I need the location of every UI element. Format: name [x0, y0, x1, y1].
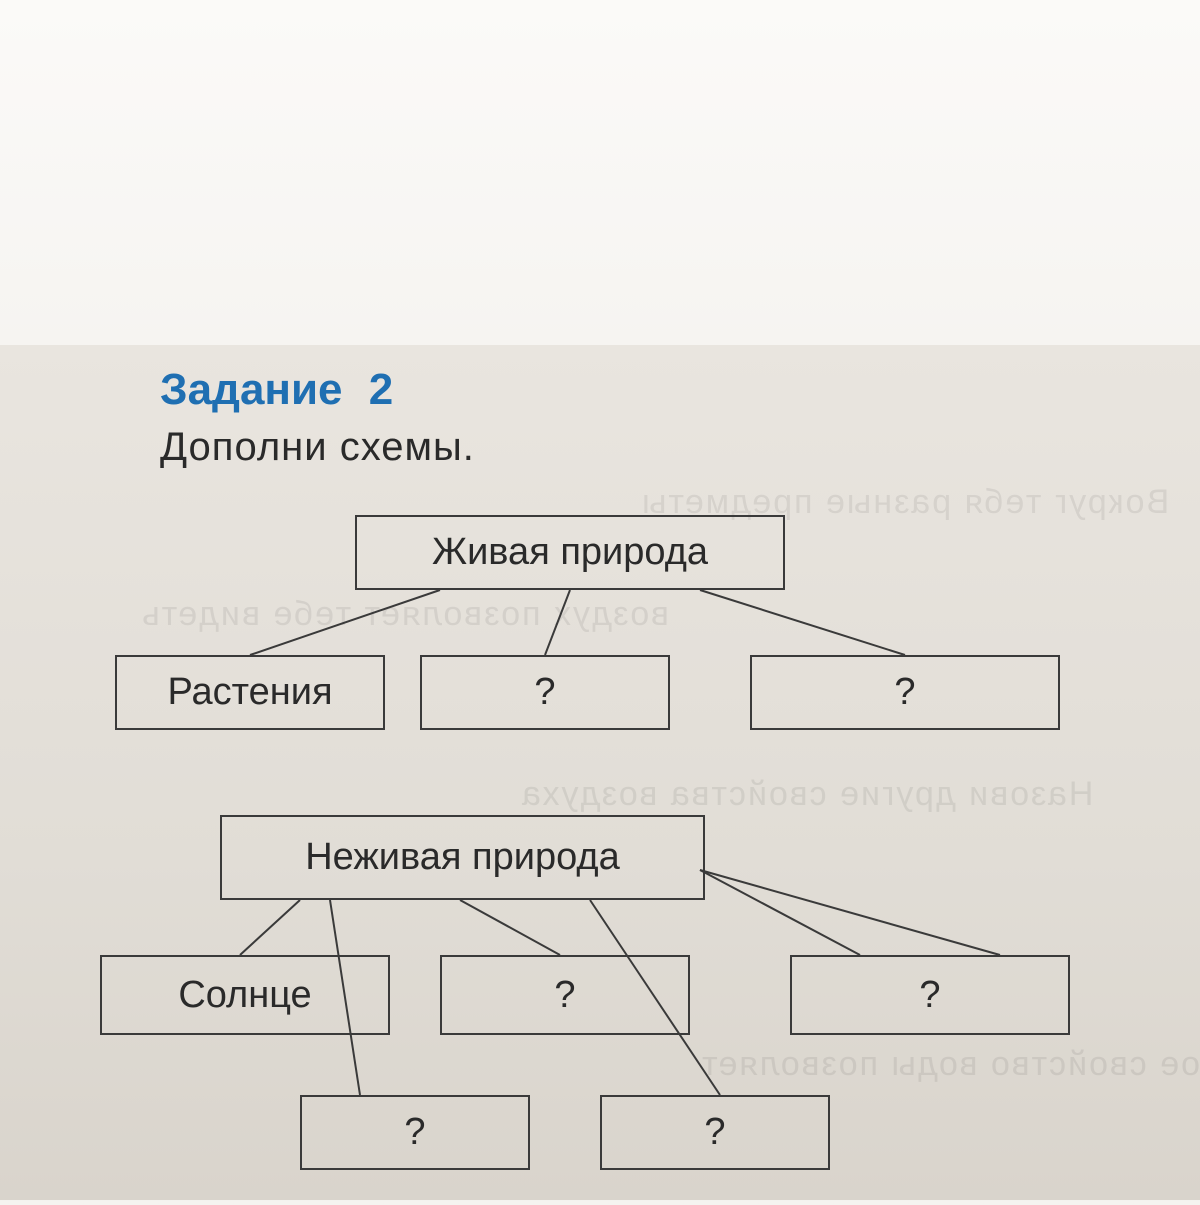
blank-overlay-sheet	[0, 0, 1200, 345]
scheme2-row2-box[interactable]: ?	[600, 1095, 830, 1170]
ghost-text: воздух позволяет тебе видеть	[140, 595, 669, 634]
scheme2-row2-box[interactable]: ?	[300, 1095, 530, 1170]
scheme2-row1-label: Солнце	[178, 974, 311, 1017]
scheme1-child-box: Растения	[115, 655, 385, 730]
scheme1-child-label: ?	[534, 671, 555, 714]
scheme1-child-box[interactable]: ?	[420, 655, 670, 730]
ghost-text: Назови другие свойства воздуха	[520, 775, 1093, 814]
scheme2-row2-label: ?	[704, 1111, 725, 1154]
task-subtitle: Дополни схемы.	[160, 425, 475, 470]
scheme2-row1-box: Солнце	[100, 955, 390, 1035]
task-title-number: 2	[369, 365, 393, 414]
scheme2-row1-box[interactable]: ?	[790, 955, 1070, 1035]
scheme2-row2-label: ?	[404, 1111, 425, 1154]
scheme1-child-label: Растения	[167, 671, 332, 714]
scheme1-child-label: ?	[894, 671, 915, 714]
scheme2-root-box: Неживая природа	[220, 815, 705, 900]
scheme2-row1-box[interactable]: ?	[440, 955, 690, 1035]
ghost-text: Какое свойство воды позволяет	[700, 1045, 1200, 1084]
scheme2-row1-label: ?	[554, 974, 575, 1017]
scheme2-row1-label: ?	[919, 974, 940, 1017]
scheme1-child-box[interactable]: ?	[750, 655, 1060, 730]
task-title-word: Задание	[160, 365, 343, 414]
worksheet-page: Вокруг тебя разные предметы воздух позво…	[0, 345, 1200, 1200]
task-title: Задание 2	[160, 365, 393, 415]
scheme1-root-label: Живая природа	[432, 531, 708, 574]
scheme2-root-label: Неживая природа	[305, 836, 620, 879]
scheme1-root-box: Живая природа	[355, 515, 785, 590]
